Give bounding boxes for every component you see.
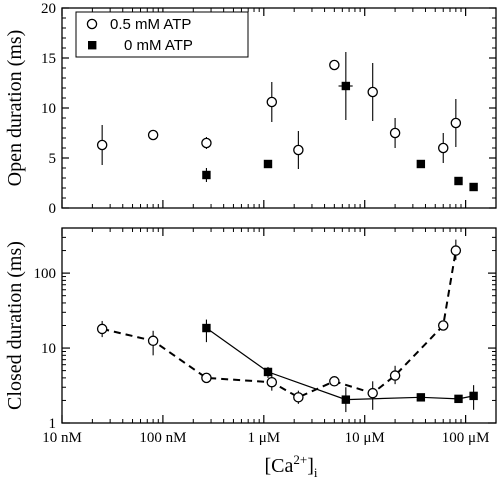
open-y-tick-label-0: 0	[49, 201, 57, 217]
open-y-tick-label-20: 20	[41, 1, 56, 17]
closed-point-square-5	[469, 391, 478, 401]
closed-point-square-1	[263, 367, 273, 377]
legend-open-circle-marker	[86, 18, 98, 30]
x-tick-label-2: 1 μM	[247, 430, 280, 446]
open-point-circle-8	[437, 142, 449, 154]
closed-point-circle-7	[389, 370, 401, 381]
closed-duration-y-axis-label: Closed duration (ms)	[4, 241, 26, 410]
open-point-square-0	[202, 170, 211, 180]
closed-point-circle-2	[201, 372, 212, 384]
open-point-circle-4	[293, 144, 304, 156]
x-tick-label-3: 10 μM	[345, 430, 385, 446]
closed-point-circle-9	[450, 245, 462, 256]
closed-point-square-3	[416, 393, 426, 402]
open-y-tick-label-10: 10	[41, 101, 56, 117]
closed-point-circle-5	[329, 376, 340, 387]
closed-point-circle-3	[266, 376, 278, 388]
x-tick-label-4: 100 μM	[442, 430, 490, 446]
open-point-circle-0	[96, 139, 108, 151]
open-point-square-1	[263, 159, 273, 169]
closed-point-square-4	[454, 394, 463, 404]
open-duration-panel: 0 5 10 15 20 Open duration (ms) 0.5 mM ATP 0…	[4, 1, 497, 217]
closed-point-circle-8	[437, 320, 449, 331]
legend: 0.5 mM ATP 0 mM ATP	[75, 11, 249, 58]
open-point-square-3	[416, 159, 426, 169]
open-point-circle-5	[329, 59, 340, 71]
open-y-tick-label-15: 15	[41, 51, 56, 67]
closed-duration-axis-ticks	[61, 227, 497, 424]
closed-y-tick-label-100: 100	[34, 266, 57, 282]
x-axis-label: [Ca2+]i	[264, 452, 317, 480]
legend-filled-square-marker	[88, 41, 97, 50]
legend-label-0-5mm-atp: 0.5 mM ATP	[110, 16, 191, 33]
closed-series-line-0mm-atp	[206, 327, 474, 401]
open-point-circle-1	[147, 129, 159, 141]
legend-box	[75, 11, 249, 58]
open-point-square-4	[454, 176, 463, 186]
x-tick-labels: 10 nM 100 nM 1 μM 10 μM 100 μM	[42, 430, 489, 446]
closed-point-circle-1	[147, 335, 159, 347]
x-tick-label-1: 100 nM	[139, 430, 186, 446]
open-duration-y-tick-labels: 0 5 10 15 20	[41, 1, 56, 217]
closed-point-circle-6	[367, 387, 378, 399]
open-point-square-5	[469, 182, 478, 192]
x-axis-label-bracket: ]	[307, 455, 314, 477]
open-point-circle-2	[201, 137, 212, 149]
open-point-circle-9	[450, 117, 462, 129]
closed-point-circle-4	[293, 392, 304, 403]
closed-point-circle-0	[96, 323, 108, 335]
open-y-tick-label-5: 5	[49, 151, 57, 167]
closed-point-square-0	[202, 323, 211, 333]
open-point-square-2	[341, 81, 351, 91]
closed-y-tick-label-1: 1	[49, 416, 57, 432]
closed-y-tick-label-10: 10	[41, 341, 56, 357]
closed-duration-panel: 1 10 100 10 nM 100 nM 1 μM 10 μM 100 μM Closed…	[4, 227, 497, 480]
open-duration-data-marks	[96, 52, 478, 192]
closed-duration-series-lines	[101, 250, 474, 401]
legend-label-0mm-atp: 0 mM ATP	[124, 37, 193, 54]
closed-duration-data-marks	[96, 239, 478, 413]
x-tick-label-0: 10 nM	[42, 430, 82, 446]
closed-duration-plot-frame	[61, 227, 497, 424]
open-point-circle-7	[389, 127, 401, 139]
x-axis-label-main: [Ca	[264, 455, 293, 477]
open-duration-y-axis-label: Open duration (ms)	[4, 30, 26, 187]
open-point-circle-3	[266, 96, 278, 108]
closed-duration-y-tick-labels: 1 10 100	[34, 266, 57, 432]
open-point-circle-6	[367, 86, 378, 98]
closed-point-square-2	[341, 395, 351, 404]
x-axis-label-superscript: 2+	[293, 452, 307, 467]
x-axis-label-subscript: i	[314, 465, 318, 480]
